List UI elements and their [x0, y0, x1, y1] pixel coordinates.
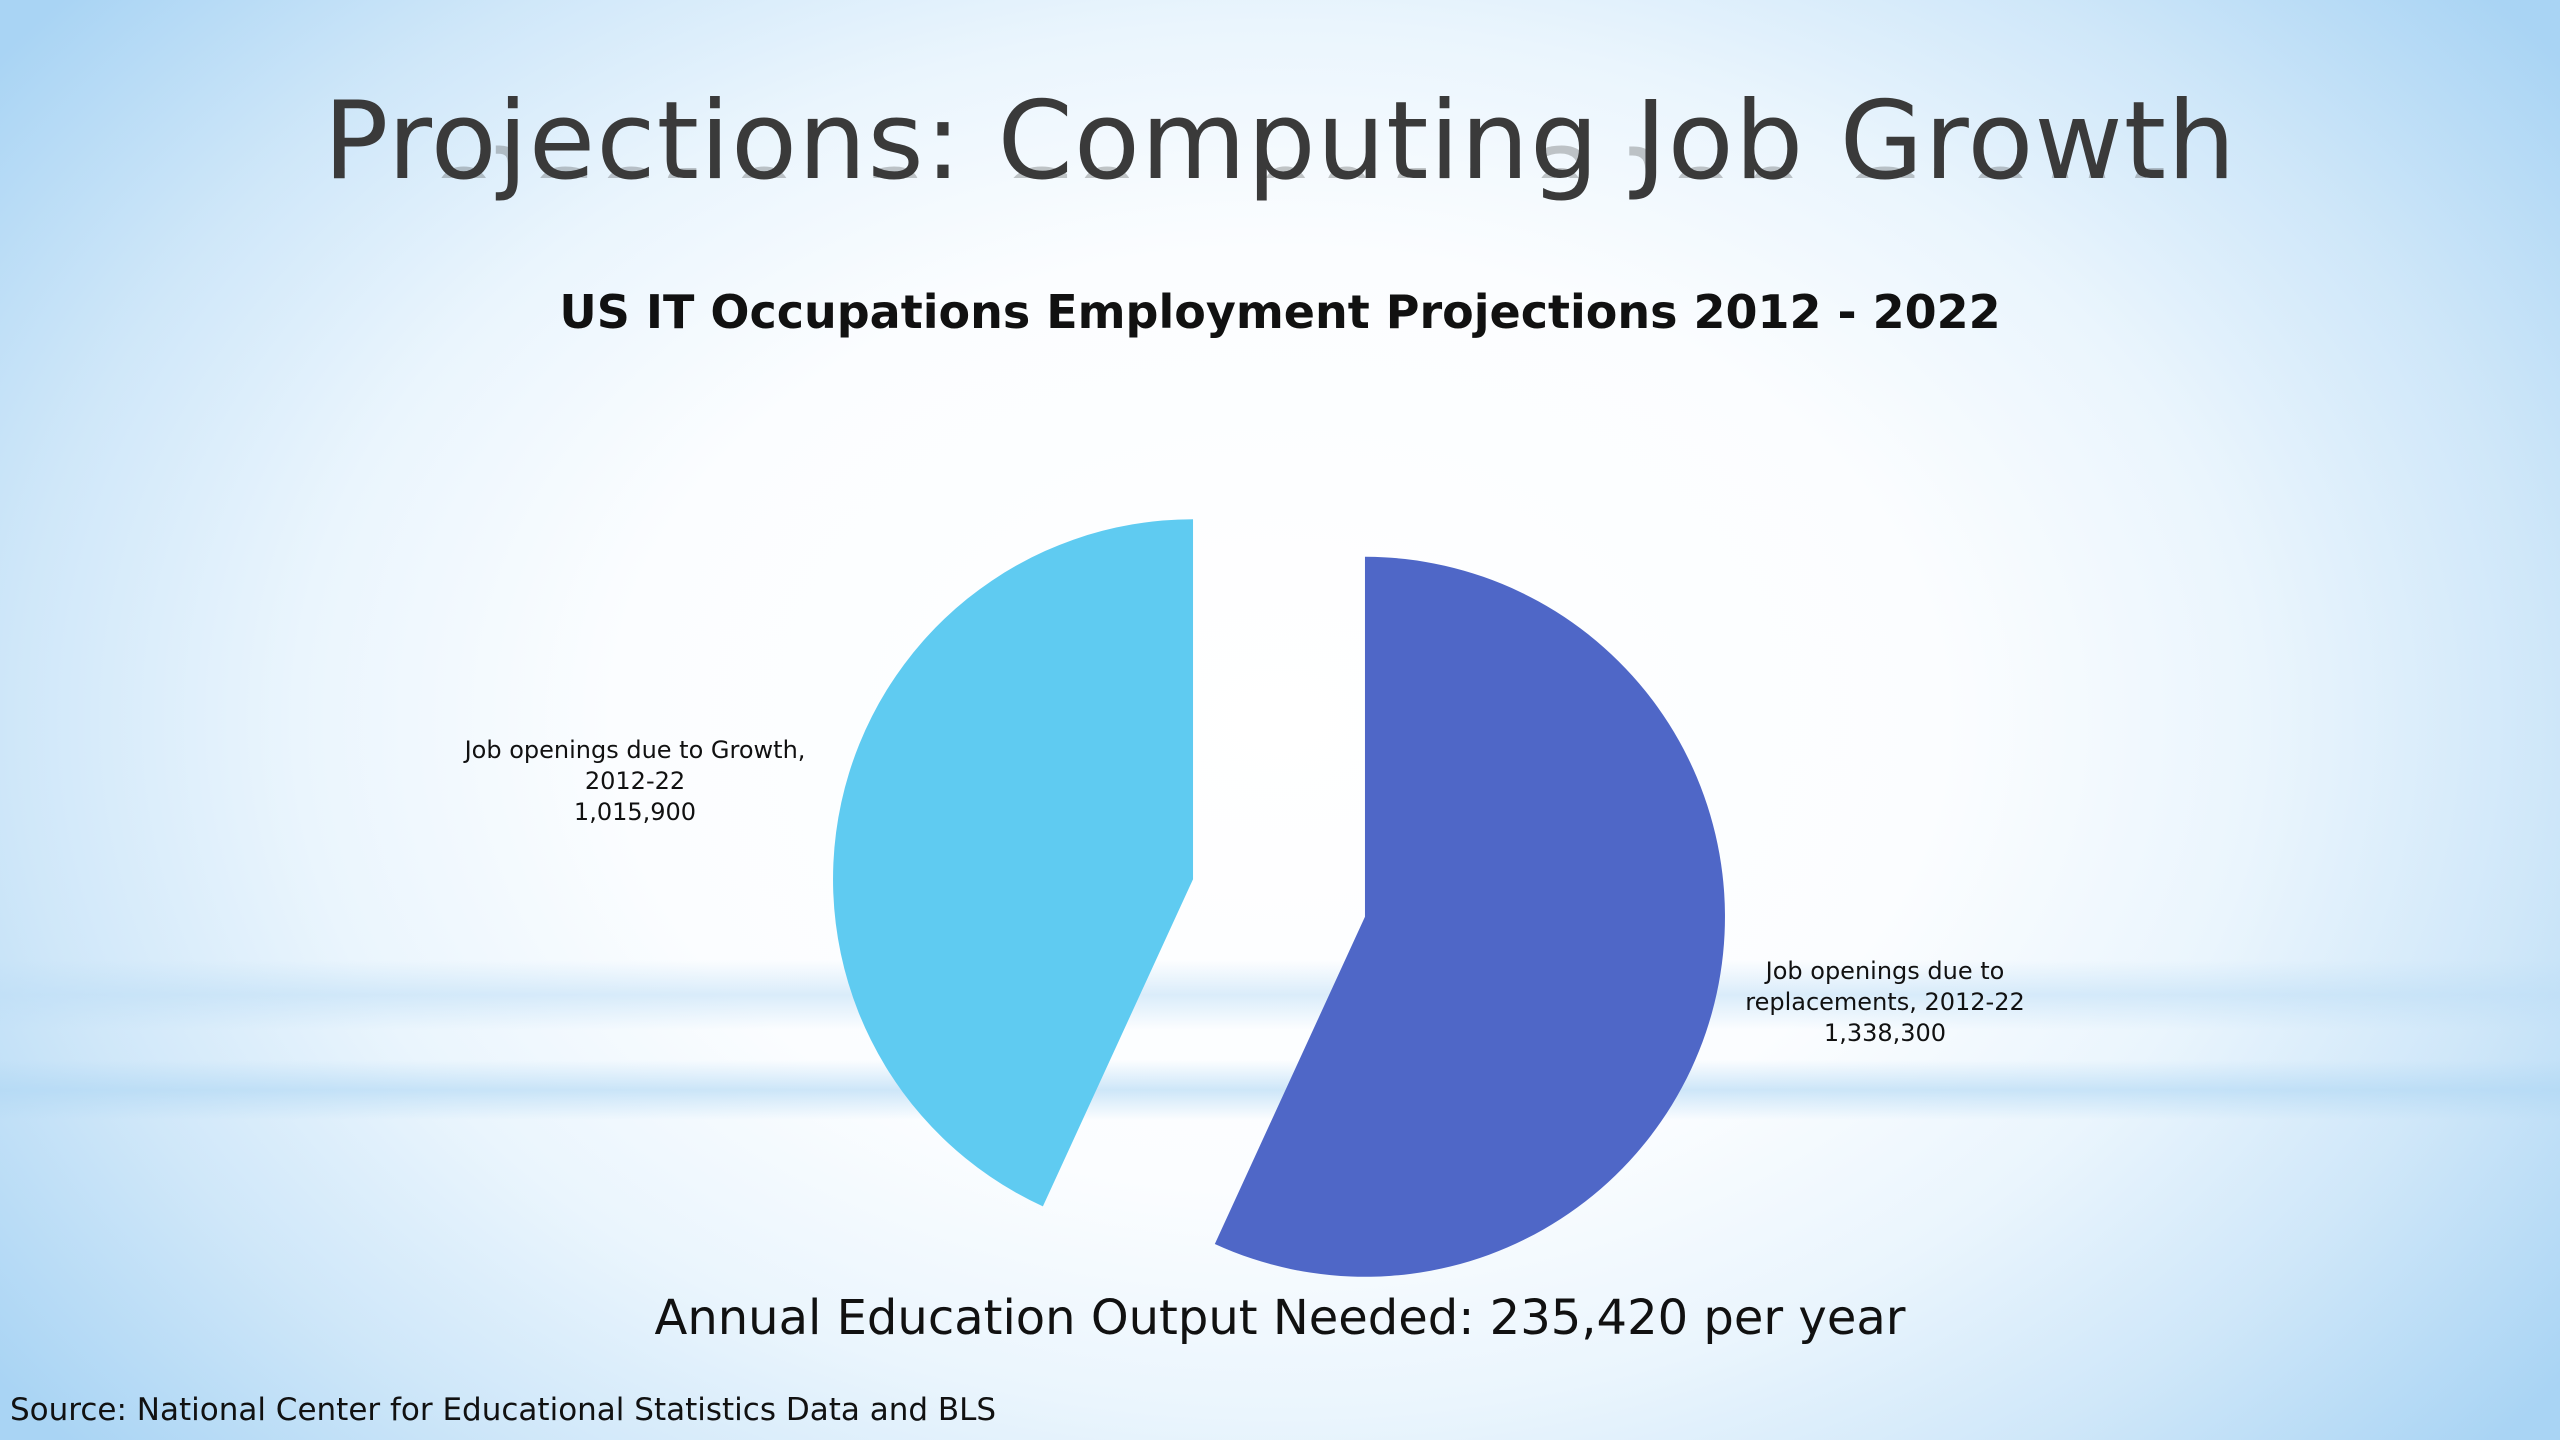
education-output-note: Annual Education Output Needed: 235,420 … [654, 1290, 1906, 1346]
slide-title: Projections: Computing Job Growth [323, 79, 2237, 204]
pie-slice-replacements [1214, 556, 1725, 1277]
slice-label-replacements-line2: replacements, 2012-22 [1745, 988, 2025, 1016]
slice-label-growth-line2: 2012-22 [584, 767, 686, 795]
pie-slice-growth [833, 519, 1194, 1207]
slice-label-replacements: Job openings due to replacements, 2012-2… [1675, 956, 2095, 1049]
slice-label-growth-value: 1,015,900 [573, 798, 697, 826]
slice-label-growth: Job openings due to Growth, 2012-22 1,01… [425, 735, 845, 828]
pie-slices [833, 519, 1725, 1277]
slice-label-replacements-value: 1,338,300 [1823, 1019, 1947, 1047]
chart-title: US IT Occupations Employment Projections… [559, 285, 2001, 339]
source-citation: Source: National Center for Educational … [10, 1392, 997, 1428]
slice-label-growth-line1: Job openings due to Growth, [464, 736, 806, 764]
slice-label-replacements-line1: Job openings due to [1765, 957, 2005, 985]
